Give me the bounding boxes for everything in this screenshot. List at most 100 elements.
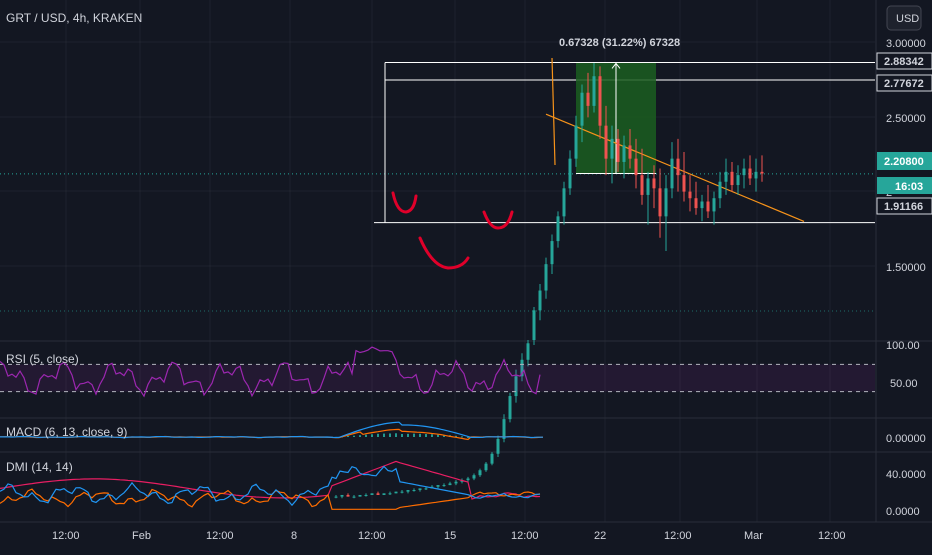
time-axis[interactable]: 12:00 Feb 12:00 8 12:00 15 12:00 22 12:0… bbox=[52, 530, 846, 542]
price-pane[interactable] bbox=[0, 57, 875, 499]
candle-body bbox=[394, 491, 398, 494]
candle-body bbox=[604, 125, 608, 159]
candle-body bbox=[664, 188, 668, 217]
candle-body bbox=[400, 491, 404, 493]
candle-body bbox=[412, 490, 416, 492]
macd-histogram-bar bbox=[461, 436, 463, 438]
macd-histogram-bar bbox=[347, 436, 349, 438]
price-tag-support-label: 1.91166 bbox=[884, 201, 923, 213]
candle-body bbox=[526, 343, 530, 360]
candle-body bbox=[652, 178, 656, 189]
plus-di-line bbox=[0, 465, 541, 507]
macd-histogram-bar bbox=[407, 433, 409, 437]
macd-histogram-bar bbox=[371, 434, 373, 437]
macd-histogram-bar bbox=[401, 433, 403, 437]
price-tick-label: 3.00000 bbox=[886, 38, 926, 50]
candle-body bbox=[718, 181, 722, 199]
candle-body bbox=[514, 376, 518, 397]
macd-histogram-bar bbox=[377, 433, 379, 437]
time-tick-label: 12:00 bbox=[52, 530, 80, 542]
candle-body bbox=[466, 478, 470, 481]
macd-histogram-bar bbox=[443, 434, 445, 437]
rsi-tick-label: 50.00 bbox=[890, 378, 918, 390]
candle-body bbox=[406, 490, 410, 492]
candle-body bbox=[550, 241, 554, 265]
price-tag-current-label: 2.20800 bbox=[884, 156, 924, 168]
macd-line bbox=[0, 421, 543, 439]
candle-body bbox=[346, 494, 350, 497]
candle-body bbox=[640, 175, 644, 195]
macd-histogram-bar bbox=[419, 433, 421, 437]
price-tag-top-label: 2.88342 bbox=[884, 56, 924, 68]
candle-body bbox=[478, 470, 482, 476]
countdown-label: 16:03 bbox=[895, 181, 923, 193]
rsi-pane[interactable] bbox=[0, 346, 875, 398]
target-arrow-head bbox=[611, 62, 621, 69]
candle-body bbox=[748, 168, 752, 179]
price-tag-current bbox=[877, 152, 932, 170]
candle-body bbox=[724, 171, 728, 182]
candle-body bbox=[382, 493, 386, 495]
head-drawing bbox=[418, 236, 470, 270]
candle-body bbox=[586, 92, 590, 106]
price-tag-second bbox=[876, 74, 932, 92]
macd-tick-label: 0.00000 bbox=[886, 433, 926, 445]
time-tick-label: Feb bbox=[132, 530, 151, 542]
candle-body bbox=[358, 494, 362, 497]
time-tick-label: 12:00 bbox=[818, 530, 846, 542]
candle-body bbox=[706, 201, 710, 212]
macd-histogram-bar bbox=[353, 435, 355, 437]
macd-histogram-bar bbox=[389, 433, 391, 437]
macd-histogram-bar bbox=[365, 434, 367, 437]
candle-body bbox=[676, 158, 680, 176]
candle-body bbox=[496, 438, 500, 454]
candle-body bbox=[376, 493, 380, 495]
rsi-label: RSI (5, close) bbox=[6, 352, 79, 366]
candle-body bbox=[556, 216, 560, 242]
rsi-tick-label: 100.00 bbox=[886, 340, 920, 352]
macd-histogram-bar bbox=[359, 435, 361, 437]
candle-body bbox=[742, 168, 746, 176]
candle-body bbox=[472, 475, 476, 479]
macd-histogram-bar bbox=[395, 433, 397, 437]
candle-body bbox=[730, 171, 734, 186]
candle-body bbox=[634, 158, 638, 176]
macd-histogram-bar bbox=[413, 433, 415, 437]
macd-histogram-bar bbox=[431, 434, 433, 437]
dmi-pane[interactable] bbox=[0, 460, 541, 510]
macd-histogram-bar bbox=[437, 434, 439, 437]
macd-label: MACD (6, 13, close, 9) bbox=[6, 425, 127, 439]
candle-body bbox=[454, 481, 458, 484]
candle-body bbox=[736, 175, 740, 186]
candle-body bbox=[562, 188, 566, 217]
rsi-band bbox=[0, 364, 875, 392]
price-tick-label: 1.50000 bbox=[886, 262, 926, 274]
candle-body bbox=[760, 171, 764, 174]
time-tick-label: 12:00 bbox=[206, 530, 234, 542]
candle-body bbox=[532, 310, 536, 340]
left-shoulder-drawing bbox=[391, 191, 418, 214]
time-tick-label: 15 bbox=[444, 530, 456, 542]
macd-histogram-bar bbox=[425, 434, 427, 437]
candle-body bbox=[352, 496, 356, 498]
candle-body bbox=[484, 463, 488, 471]
candle-body bbox=[436, 485, 440, 487]
currency-button-label: USD bbox=[896, 13, 919, 25]
currency-button[interactable] bbox=[886, 5, 922, 31]
candle-body bbox=[580, 92, 584, 126]
price-tag-support bbox=[876, 197, 932, 215]
candle-body bbox=[418, 488, 422, 491]
time-tick-label: 12:00 bbox=[664, 530, 692, 542]
candle-body bbox=[688, 191, 692, 199]
candle-body bbox=[334, 496, 338, 498]
price-axis[interactable]: 3.00000 2.50000 2 1.50000 2.88342 2.7767… bbox=[876, 38, 932, 274]
time-tick-label: Mar bbox=[744, 530, 763, 542]
candle-body bbox=[628, 145, 632, 159]
candle-body bbox=[490, 453, 494, 464]
candle-body bbox=[424, 488, 428, 490]
macd-pane[interactable] bbox=[0, 421, 544, 441]
symbol-title: GRT / USD, 4h, KRAKEN bbox=[6, 11, 142, 25]
